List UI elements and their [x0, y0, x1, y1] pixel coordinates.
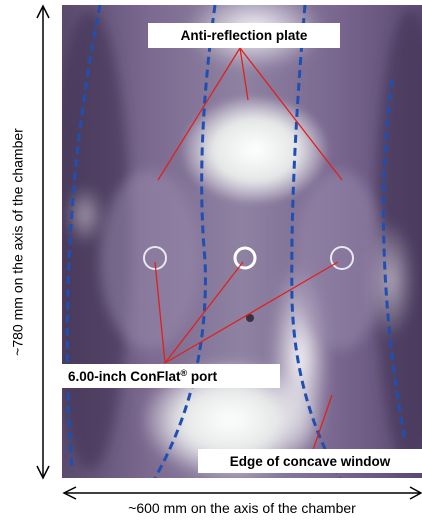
dimension-horizontal: ~600 mm on the axis of the chamber	[128, 500, 356, 516]
dimension-vertical: ~780 mm on the axis of the chamber	[10, 128, 26, 356]
label-part: 6.00-inch ConFlat	[68, 369, 181, 384]
label-conflat-port: 6.00-inch ConFlat® port	[68, 368, 218, 384]
label-anti-reflection: Anti-reflection plate	[181, 28, 308, 43]
label-edge-window: Edge of concave window	[230, 454, 391, 469]
figure: Anti-reflection plate 6.00-inch ConFlat®…	[0, 0, 422, 519]
photo	[50, 0, 422, 480]
label-part: port	[187, 369, 217, 384]
